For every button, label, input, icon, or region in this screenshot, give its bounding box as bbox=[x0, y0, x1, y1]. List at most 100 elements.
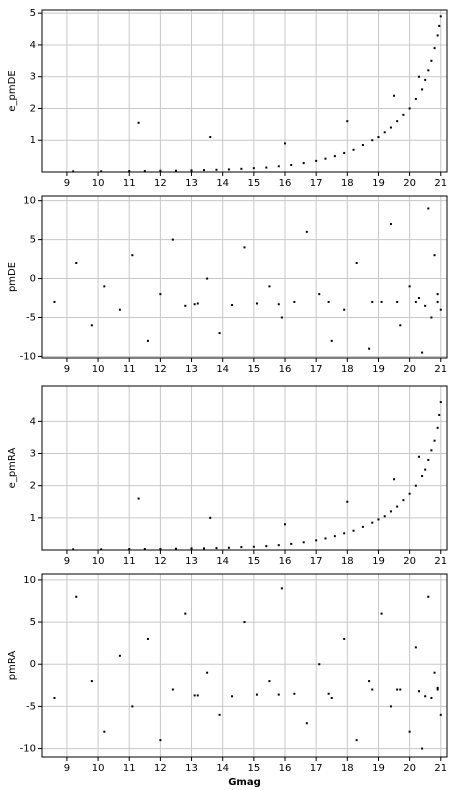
data-point bbox=[433, 47, 436, 50]
data-point bbox=[424, 78, 427, 81]
data-point bbox=[427, 458, 430, 461]
data-point bbox=[389, 510, 392, 513]
y-tick-label: 1 bbox=[30, 135, 36, 146]
x-tick-label: 13 bbox=[185, 763, 198, 774]
x-tick-label: 9 bbox=[64, 178, 70, 189]
x-tick-label: 21 bbox=[434, 178, 447, 189]
data-point bbox=[277, 165, 280, 168]
data-point bbox=[193, 303, 196, 306]
data-point bbox=[268, 680, 271, 683]
x-tick-label: 14 bbox=[216, 364, 229, 375]
data-point bbox=[290, 542, 293, 545]
data-point bbox=[227, 546, 230, 549]
x-tick-label: 20 bbox=[403, 763, 416, 774]
x-tick-label: 15 bbox=[247, 763, 260, 774]
data-point bbox=[383, 515, 386, 518]
data-point bbox=[430, 696, 433, 699]
data-point bbox=[196, 694, 199, 697]
data-point bbox=[355, 261, 358, 264]
plot-frame bbox=[41, 195, 448, 359]
data-point bbox=[243, 246, 246, 249]
data-point bbox=[430, 449, 433, 452]
y-tick-label: -5 bbox=[26, 701, 36, 712]
data-point bbox=[408, 285, 411, 288]
x-tick-label: 15 bbox=[247, 364, 260, 375]
data-point bbox=[438, 24, 441, 27]
data-point bbox=[231, 304, 234, 307]
data-point bbox=[414, 484, 417, 487]
data-point bbox=[302, 162, 305, 165]
data-point bbox=[265, 545, 268, 548]
data-point bbox=[417, 455, 420, 458]
data-point bbox=[284, 523, 286, 526]
x-tick-label: 10 bbox=[92, 364, 105, 375]
data-point bbox=[255, 302, 258, 305]
data-point bbox=[436, 688, 439, 691]
data-point bbox=[433, 254, 436, 257]
data-point bbox=[402, 113, 405, 116]
data-point bbox=[324, 537, 327, 540]
data-point bbox=[396, 300, 399, 303]
data-point bbox=[424, 695, 427, 698]
data-point bbox=[433, 439, 436, 442]
x-tick-label: 12 bbox=[154, 556, 167, 567]
y-tick-label: 3 bbox=[30, 449, 36, 460]
x-tick-label: 12 bbox=[154, 763, 167, 774]
data-point bbox=[75, 595, 78, 598]
y-tick-label: 10 bbox=[23, 575, 36, 586]
data-point bbox=[427, 69, 430, 72]
x-tick-label: 11 bbox=[123, 178, 136, 189]
data-point bbox=[333, 155, 336, 158]
x-axis-label: Gmag bbox=[228, 777, 261, 788]
y-axis-label: e_pmDE bbox=[7, 70, 18, 111]
plot-frame bbox=[41, 9, 448, 173]
data-point bbox=[327, 300, 330, 303]
data-point bbox=[380, 300, 383, 303]
x-tick-label: 18 bbox=[341, 763, 354, 774]
data-point bbox=[265, 166, 268, 169]
data-point bbox=[128, 170, 131, 173]
data-point bbox=[184, 304, 187, 307]
data-point bbox=[393, 94, 396, 97]
x-tick-label: 20 bbox=[403, 556, 416, 567]
data-point bbox=[371, 300, 374, 303]
data-point bbox=[75, 261, 78, 264]
data-point bbox=[171, 238, 174, 241]
x-tick-label: 12 bbox=[154, 364, 167, 375]
x-tick-label: 19 bbox=[372, 364, 385, 375]
data-point bbox=[408, 492, 411, 495]
data-point bbox=[436, 293, 439, 296]
data-point bbox=[143, 170, 146, 173]
x-tick-label: 19 bbox=[372, 556, 385, 567]
y-tick-label: 0 bbox=[30, 659, 36, 670]
data-point bbox=[203, 547, 205, 550]
x-tick-label: 20 bbox=[403, 178, 416, 189]
data-point bbox=[118, 308, 121, 311]
data-point bbox=[103, 730, 106, 733]
data-point bbox=[174, 547, 177, 550]
data-point bbox=[343, 151, 346, 154]
data-point bbox=[389, 223, 392, 226]
data-point bbox=[280, 316, 283, 319]
x-tick-label: 15 bbox=[247, 178, 260, 189]
y-tick-label: -5 bbox=[26, 313, 36, 324]
data-point bbox=[333, 535, 336, 538]
data-point bbox=[231, 695, 234, 698]
data-point bbox=[371, 139, 374, 142]
data-point bbox=[414, 646, 417, 649]
x-tick-label: 14 bbox=[216, 556, 229, 567]
data-point bbox=[184, 612, 187, 615]
x-tick-label: 21 bbox=[434, 556, 447, 567]
data-point bbox=[146, 637, 149, 640]
data-point bbox=[131, 254, 134, 257]
data-point bbox=[421, 747, 424, 750]
data-point bbox=[430, 59, 433, 62]
y-tick-label: 4 bbox=[30, 416, 36, 427]
data-point bbox=[436, 686, 439, 689]
data-point bbox=[305, 230, 308, 233]
data-point bbox=[399, 688, 402, 691]
y-axis-label: pmRA bbox=[7, 651, 18, 681]
data-point bbox=[371, 521, 374, 524]
x-tick-label: 21 bbox=[434, 763, 447, 774]
data-point bbox=[383, 131, 386, 134]
